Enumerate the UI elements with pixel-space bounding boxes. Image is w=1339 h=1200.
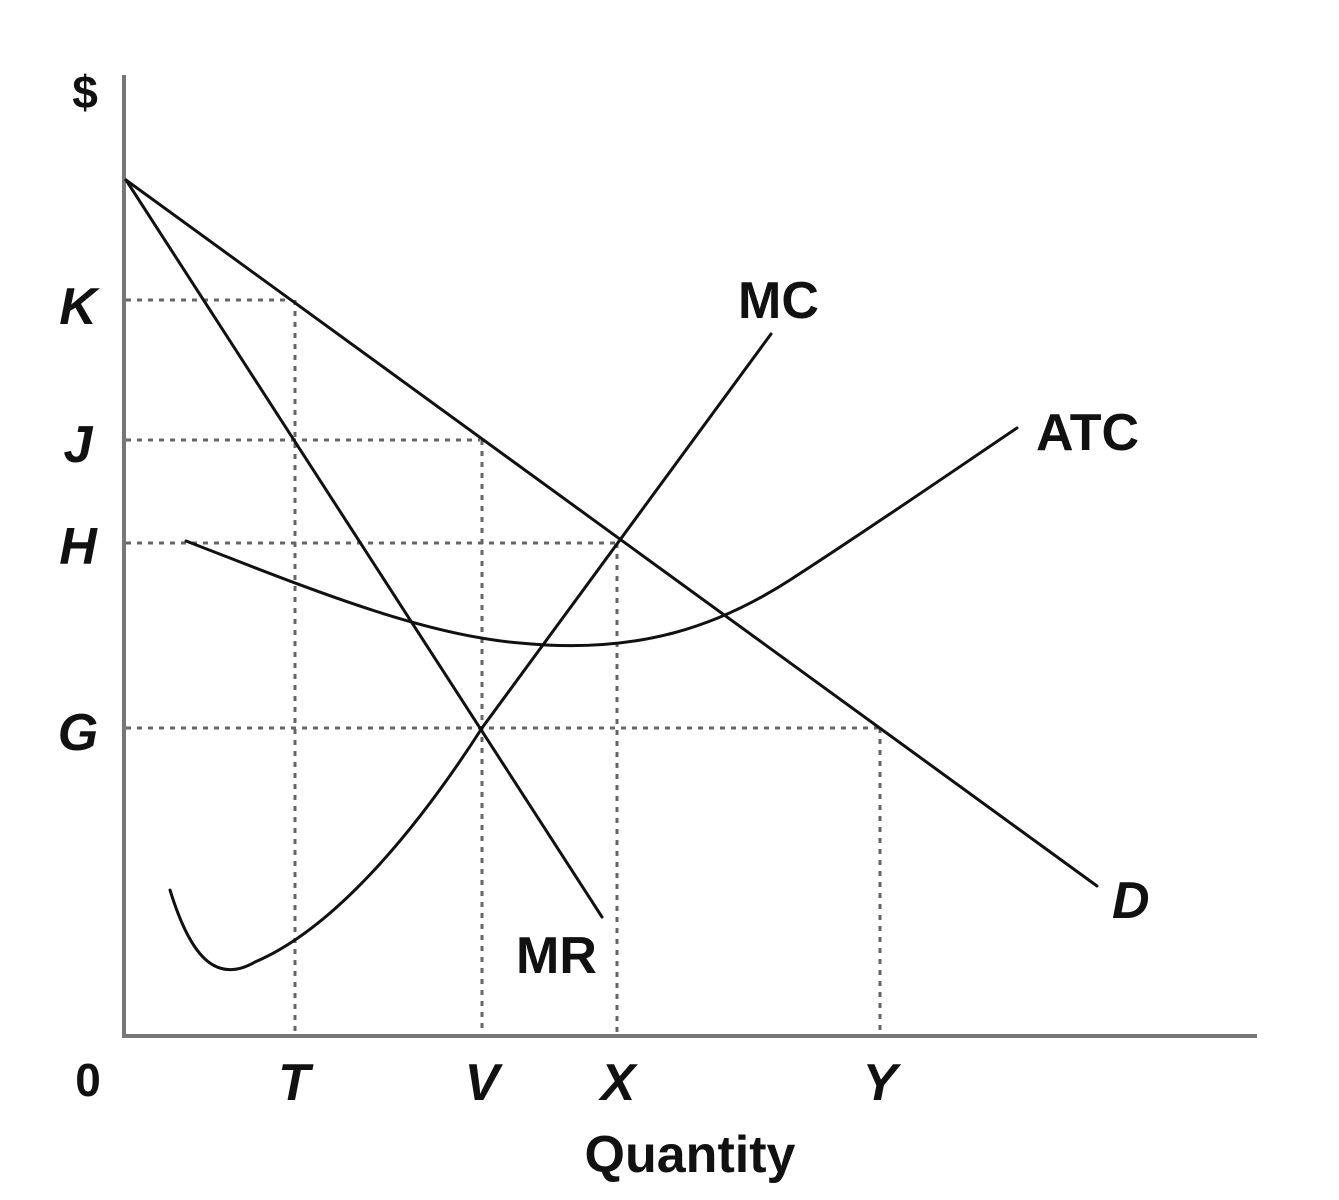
guide-lines [126,298,882,1034]
y-tick-g: G [58,704,98,762]
x-tick-y: Y [863,1054,902,1112]
x-axis-label: Quantity [585,1126,796,1184]
label-mr: MR [516,927,597,985]
y-tick-j: J [64,416,94,474]
x-tick-x: X [598,1054,639,1112]
atc-curve [184,426,1019,648]
x-tick-v: V [465,1054,504,1112]
demand-curve [124,178,1099,888]
label-mc: MC [738,272,819,330]
y-axis-label: $ [72,66,98,118]
y-tick-k: K [59,278,100,336]
mr-curve [124,178,604,919]
mc-curve [168,332,773,972]
origin-label: 0 [75,1054,101,1106]
label-d: D [1112,872,1150,930]
label-atc: ATC [1036,404,1139,462]
x-tick-t: T [278,1054,314,1112]
y-tick-h: H [59,518,98,576]
